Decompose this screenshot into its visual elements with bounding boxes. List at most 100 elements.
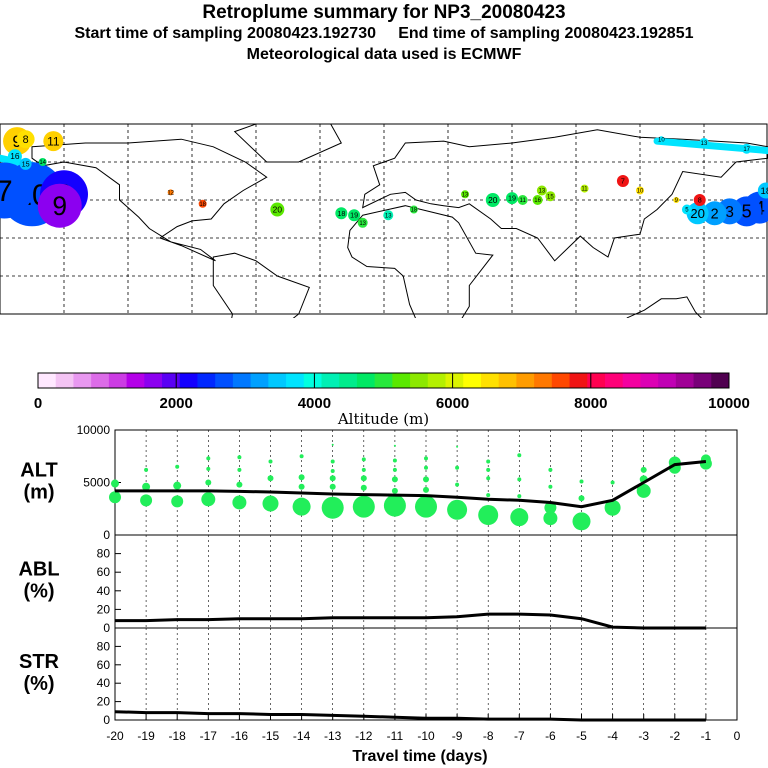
ytick-label: 5000 — [83, 476, 110, 490]
plume-marker-label: 18 — [337, 209, 345, 218]
plume-marker-label: 19 — [508, 194, 516, 203]
alt-point — [321, 496, 344, 519]
xtick-label: -5 — [576, 729, 587, 743]
colorbar-swatch — [640, 373, 659, 388]
colorbar-swatch — [622, 373, 641, 388]
colorbar-swatch — [108, 373, 128, 388]
alt-point — [329, 475, 336, 482]
colorbar-swatch — [463, 373, 482, 388]
plume-marker-label: 12 — [167, 191, 174, 197]
alt-point — [604, 499, 621, 516]
plume-marker-label: 13 — [359, 221, 366, 227]
colorbar-swatch — [144, 373, 163, 388]
alt-point — [175, 464, 180, 469]
colorbar-swatch — [303, 373, 322, 388]
alt-point — [142, 482, 151, 491]
plume-marker — [335, 207, 348, 220]
time-series-panels: 0500010000ALT(m)020406080ABL(%)020406080… — [18, 423, 740, 765]
plume-marker-label: 7 — [0, 175, 13, 208]
ytick-label: 0 — [103, 528, 110, 542]
alt-point — [478, 505, 499, 526]
colorbar-swatch — [215, 373, 234, 388]
plume-marker — [16, 130, 35, 149]
alt-point — [392, 458, 397, 463]
colorbar-swatch — [38, 373, 57, 388]
colorbar-swatch — [516, 373, 535, 388]
colorbar-inner: 0 2000 4000 6000 8000 10000 Altitude (m) — [34, 372, 750, 428]
alt-point — [455, 482, 460, 487]
colorbar-swatch — [232, 373, 252, 388]
colorbar-swatch — [410, 373, 429, 388]
alt-point — [262, 495, 279, 512]
alt-point — [299, 454, 304, 459]
colorbar-swatch — [286, 373, 305, 388]
colorbar-swatch — [587, 373, 606, 388]
alt-point — [572, 512, 591, 531]
alt-point — [670, 456, 679, 465]
ytick-label: 80 — [97, 639, 111, 653]
plume-marker — [693, 194, 706, 206]
plume-marker — [0, 162, 33, 219]
xtick-label: -7 — [514, 729, 525, 743]
plume-marker-label: 17 — [743, 147, 750, 153]
plume-marker-label: 13 — [701, 141, 708, 147]
xtick-label: -3 — [638, 729, 649, 743]
plume-marker-label: 13 — [462, 192, 469, 198]
alt-point — [548, 484, 553, 489]
plume-marker — [37, 183, 82, 228]
plume-marker — [517, 195, 528, 205]
plume-marker — [506, 192, 518, 205]
plume-marker-label: 5 — [742, 202, 752, 222]
alt-point — [640, 466, 647, 473]
alt-point — [206, 456, 211, 461]
xtick-label: -11 — [387, 729, 404, 743]
alt-point — [206, 466, 211, 471]
plume-marker-label: 10 — [658, 137, 665, 143]
alt-point — [236, 481, 243, 488]
alt-point — [455, 465, 460, 470]
alt-point — [329, 483, 336, 490]
alt-point — [171, 495, 184, 508]
panel-title-str: STR — [19, 651, 60, 673]
panel-unit-alt: (m) — [23, 482, 54, 504]
colorbar-swatch — [179, 373, 198, 388]
plume-marker-label: 14 — [39, 160, 46, 166]
xtick-label: -2 — [669, 729, 680, 743]
plume-marker — [19, 157, 32, 170]
ytick-label: 60 — [97, 658, 111, 672]
alt-point — [517, 494, 522, 499]
plume-marker — [536, 185, 547, 196]
plume-marker-label: 8 — [698, 196, 702, 205]
alt-point — [578, 495, 585, 502]
plume-marker-label: 11 — [581, 187, 588, 193]
plume-marker — [409, 205, 418, 214]
ytick-label: 60 — [97, 565, 111, 579]
alt-point — [361, 467, 366, 472]
alt-point — [423, 486, 429, 493]
alt-point — [486, 476, 491, 481]
colorbar-title: Altitude (m) — [337, 410, 429, 428]
colorbar-swatch — [480, 373, 500, 388]
plume-marker-label: 16 — [10, 151, 20, 161]
plume-marker — [757, 182, 768, 199]
alt-point — [456, 445, 459, 448]
plume-marker-label: 3 — [725, 204, 734, 221]
ytick-label: 0 — [103, 713, 110, 727]
plume-marker-label: 18 — [199, 202, 206, 208]
colorbar-label: 6000 — [436, 395, 469, 412]
alt-point — [447, 499, 468, 520]
alt-point — [391, 487, 398, 494]
colorbar-swatch — [162, 373, 181, 388]
sampling-times: Start time of sampling 20080423.192730 E… — [0, 25, 768, 43]
colorbar-swatch — [268, 373, 287, 388]
panel-title-abl: ABL — [18, 559, 59, 581]
plume-marker — [702, 201, 727, 226]
colorbar-swatch — [427, 373, 447, 388]
end-time: End time of sampling 20080423.192851 — [398, 25, 694, 42]
alt-point — [486, 459, 491, 464]
alt-point — [392, 467, 397, 472]
plume-marker-label: 5 — [685, 208, 689, 214]
plume-marker — [658, 136, 665, 143]
plume-marker — [699, 138, 709, 148]
ytick-label: 0 — [103, 621, 110, 635]
